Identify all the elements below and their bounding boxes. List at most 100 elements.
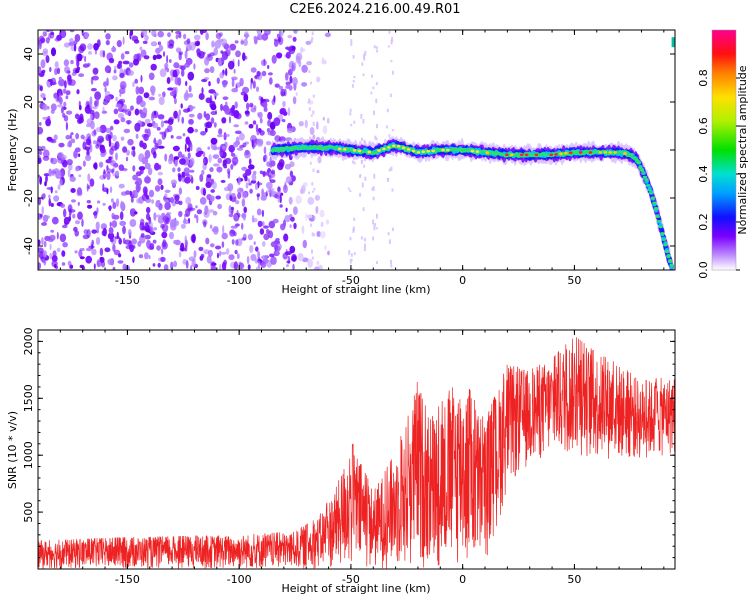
noise-blob [74,220,81,225]
noise-blob [235,223,240,227]
noise-blob [241,166,248,171]
noise-streak [375,82,378,86]
noise-streak [373,173,376,179]
noise-blob [211,40,215,48]
noise-blob [278,37,281,43]
noise-blob [240,40,245,45]
signal-peak [578,151,583,154]
noise-blob [155,54,162,60]
noise-blob [114,170,120,177]
noise-blob [62,88,65,94]
noise-blob [143,92,150,99]
noise-blob [111,220,118,228]
x-tick-label: 0 [459,573,466,586]
signal-peak [411,149,416,153]
noise-blob [223,186,231,192]
noise-blob [38,239,41,246]
noise-blob [118,60,123,65]
noise-blob [62,242,68,248]
noise-blob [177,167,181,173]
noise-blob [229,190,232,196]
noise-blob [228,205,232,214]
noise-blob [115,96,118,102]
noise-blob [100,147,106,154]
noise-blob [74,230,79,237]
noise-blob [82,160,86,167]
noise-streak [312,190,314,193]
noise-blob [193,63,196,70]
noise-blob [70,59,74,65]
noise-blob [92,140,97,145]
noise-blob [124,51,130,55]
noise-blob [50,203,54,207]
noise-blob [104,95,112,101]
noise-blob [241,237,247,241]
noise-blob [205,97,212,104]
signal-peak [352,149,357,152]
noise-blob [206,255,212,264]
noise-blob [48,194,51,199]
noise-blob [132,256,135,264]
signal-peak [549,153,553,157]
noise-blob [102,100,108,106]
signal-band [628,153,634,156]
noise-blob [203,51,206,55]
noise-blob [263,146,267,155]
noise-blob [157,262,161,268]
noise-blob [79,256,85,260]
noise-blob [93,263,96,270]
noise-streak [353,76,356,79]
noise-blob [59,96,63,105]
noise-blob [209,66,215,74]
noise-blob [122,146,128,153]
noise-blob [173,239,178,245]
signal-peak [426,150,431,153]
noise-streak [308,107,311,111]
noise-blob [292,36,297,42]
noise-blob [219,263,222,270]
noise-streak [311,256,314,260]
noise-blob [57,184,61,190]
noise-blob [210,117,215,124]
noise-streak [351,268,354,270]
noise-blob [243,38,248,47]
noise-streak [350,258,353,262]
noise-streak [363,246,366,252]
noise-blob [257,257,261,262]
noise-blob [273,117,281,126]
noise-blob [61,30,66,39]
noise-blob [43,240,47,248]
noise-streak [353,217,356,221]
noise-blob [111,168,114,174]
noise-blob [231,88,239,93]
noise-blob [249,102,254,108]
noise-blob [287,68,293,76]
noise-blob [164,153,168,162]
signal-band [514,152,519,156]
noise-blob [188,118,194,125]
signal-band [572,152,577,155]
noise-blob [189,157,195,167]
noise-blob [87,185,91,190]
noise-streak [372,186,375,191]
noise-blob [295,92,298,96]
noise-blob [131,238,137,245]
noise-blob [208,89,216,94]
noise-blob [76,187,83,196]
signal-band [669,263,674,267]
noise-blob [261,70,267,77]
noise-blob [235,136,240,144]
noise-blob [273,95,276,103]
noise-streak [387,178,390,181]
noise-blob [198,93,205,100]
noise-streak [313,188,316,191]
noise-streak [311,249,313,254]
noise-blob [142,40,148,45]
noise-blob [110,145,117,151]
noise-blob [42,31,47,37]
noise-blob [251,139,254,148]
noise-streak [370,74,373,78]
noise-blob [210,243,215,248]
noise-blob [42,51,48,57]
noise-streak [373,45,376,49]
